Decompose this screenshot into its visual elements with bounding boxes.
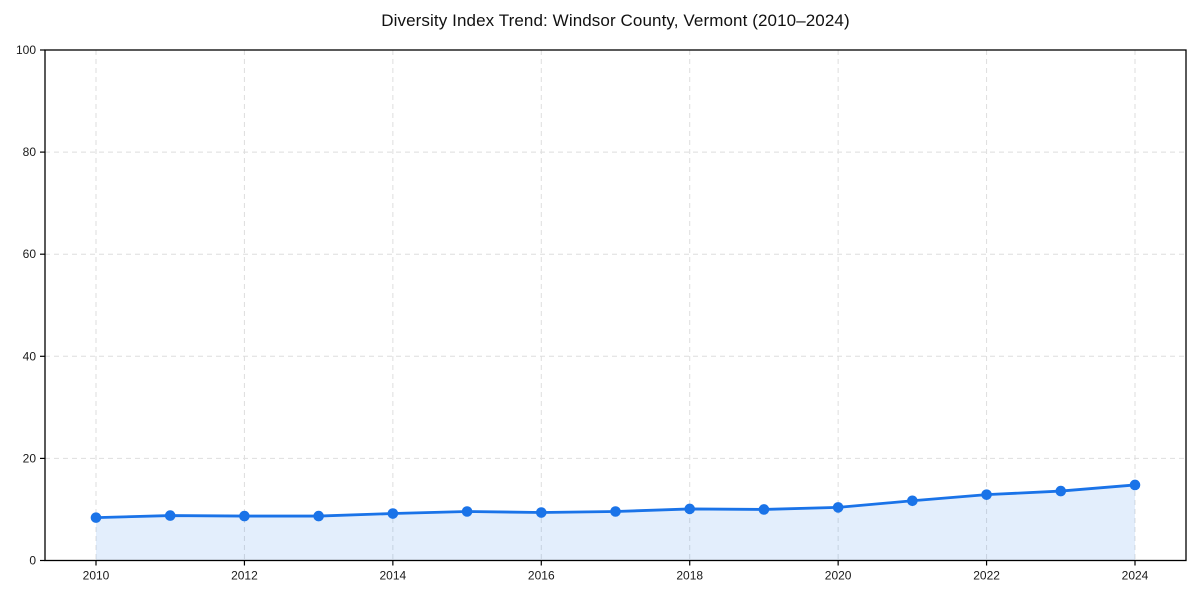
y-tick-label: 0 (29, 554, 36, 568)
x-tick-label: 2010 (83, 569, 110, 583)
data-point-2011 (164, 510, 176, 521)
data-point-2021 (907, 495, 918, 507)
data-point-2014 (387, 508, 399, 519)
data-point-2018 (684, 503, 696, 515)
data-point-2012 (239, 510, 250, 522)
x-tick-label: 2020 (825, 569, 852, 583)
data-point-2015 (461, 506, 473, 517)
data-point-2010 (90, 512, 102, 523)
x-tick-label: 2016 (528, 569, 555, 583)
x-tick-label: 2014 (380, 569, 407, 583)
area-fill (96, 484, 1135, 561)
data-point-2023 (1055, 485, 1067, 497)
y-tick-label: 100 (16, 43, 36, 57)
data-point-2019 (758, 504, 770, 515)
chart-title: Diversity Index Trend: Windsor County, V… (381, 11, 850, 30)
x-tick-label: 2018 (676, 569, 703, 583)
y-tick-label: 60 (23, 247, 37, 261)
x-tick-label: 2022 (973, 569, 1000, 583)
data-point-2016 (535, 507, 547, 518)
data-point-2024 (1129, 479, 1141, 491)
axes-frame (44, 49, 1187, 562)
data-point-2017 (610, 506, 621, 517)
x-tick-label: 2012 (231, 569, 258, 583)
y-tick-label: 40 (23, 349, 37, 363)
y-tick-label: 20 (23, 451, 37, 465)
data-point-2022 (981, 489, 992, 500)
x-tick-label: 2024 (1122, 569, 1149, 583)
y-tick-label: 80 (23, 145, 37, 159)
data-point-2013 (313, 510, 324, 522)
data-point-2020 (832, 502, 844, 513)
